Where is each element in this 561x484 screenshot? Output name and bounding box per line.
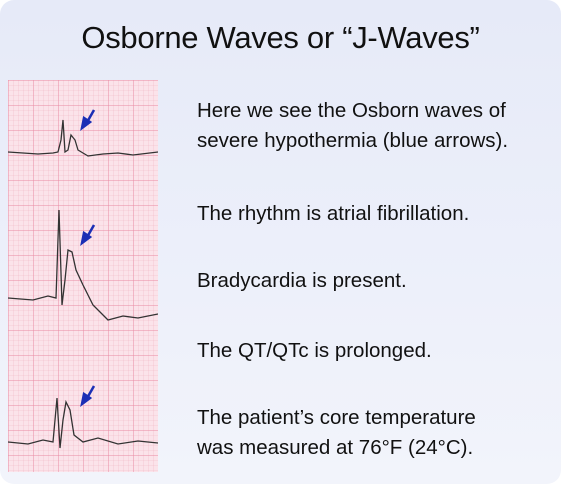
note: The patient’s core temperature was measur… bbox=[197, 403, 476, 463]
note-line: The rhythm is atrial fibrillation. bbox=[197, 202, 470, 225]
note: Here we see the Osborn waves of severe hy… bbox=[197, 96, 508, 156]
note-line: The patient’s core temperature bbox=[197, 406, 476, 429]
note-line: was measured at 76°F (24°C). bbox=[197, 436, 474, 459]
note: Bradycardia is present. bbox=[197, 266, 407, 296]
note: The QT/QTc is prolonged. bbox=[197, 336, 432, 366]
note-line: The QT/QTc is prolonged. bbox=[197, 339, 432, 362]
note-line: Bradycardia is present. bbox=[197, 269, 407, 292]
slide-title: Osborne Waves or “J-Waves” bbox=[81, 20, 480, 55]
note: The rhythm is atrial fibrillation. bbox=[197, 199, 469, 229]
note-line: Here we see the Osborn waves of bbox=[197, 99, 506, 122]
ecg-strip bbox=[8, 80, 158, 472]
note-line: severe hypothermia (blue arrows). bbox=[197, 129, 509, 152]
